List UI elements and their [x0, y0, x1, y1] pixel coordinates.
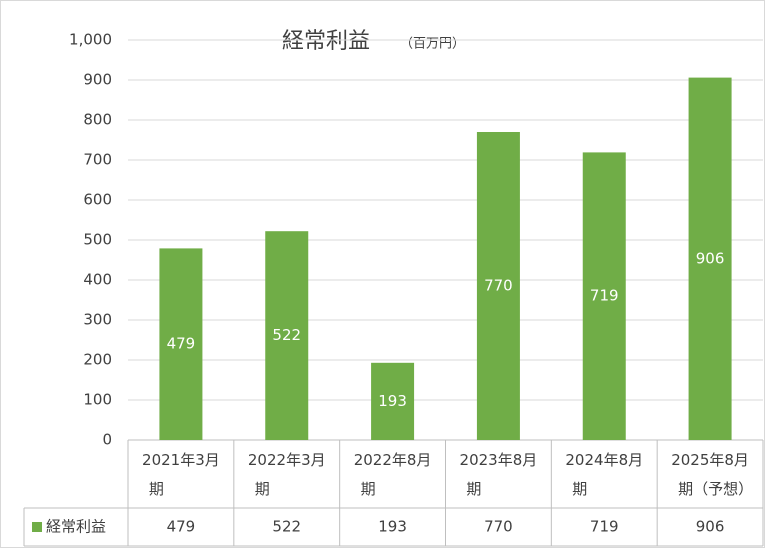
legend-swatch [32, 522, 42, 532]
table-value: 719 [590, 518, 619, 536]
x-tick-label: 2023年8月期 [460, 451, 538, 498]
chart-subtitle: （百万円） [400, 37, 465, 52]
data-label: 906 [696, 249, 725, 267]
x-tick-line: 期 [572, 480, 587, 498]
y-tick-label: 600 [83, 191, 112, 209]
y-tick-label: 300 [83, 311, 112, 329]
x-tick-line: 期 [149, 480, 164, 498]
bar [476, 132, 520, 440]
table-value: 193 [378, 518, 407, 536]
x-tick-label: 2024年8月期 [565, 451, 643, 498]
data-label: 719 [590, 287, 619, 305]
x-tick-line: 2022年3月 [248, 451, 326, 469]
x-tick-line: 期 [361, 480, 376, 498]
bar [688, 77, 732, 440]
y-tick-label: 900 [83, 71, 112, 89]
x-tick-line: 期 [255, 480, 270, 498]
y-tick-label: 200 [83, 351, 112, 369]
x-tick-line: 期 [466, 480, 481, 498]
bar [582, 152, 626, 440]
y-tick-label: 700 [83, 151, 112, 169]
x-tick-label: 2022年3月期 [248, 451, 326, 498]
x-tick-line: 2022年8月 [354, 451, 432, 469]
x-tick-label: 2025年8月期（予想） [671, 451, 753, 498]
y-tick-label: 800 [83, 111, 112, 129]
table-value: 770 [484, 518, 513, 536]
y-tick-label: 500 [83, 231, 112, 249]
y-tick-label: 400 [83, 271, 112, 289]
legend-label: 経常利益 [46, 518, 106, 536]
bar [265, 231, 309, 440]
x-tick-line: 2023年8月 [460, 451, 538, 469]
x-tick-label: 2021年3月期 [142, 451, 220, 498]
data-label: 193 [378, 392, 407, 410]
chart-title: 経常利益 [282, 29, 370, 54]
y-tick-label: 100 [83, 391, 112, 409]
data-label: 479 [167, 335, 196, 353]
y-tick-label: 0 [102, 431, 112, 449]
bar [159, 248, 203, 440]
table-value: 522 [272, 518, 301, 536]
y-tick-label: 1,000 [69, 31, 112, 49]
x-tick-line: 2021年3月 [142, 451, 220, 469]
data-label: 770 [484, 277, 513, 295]
table-value: 906 [696, 518, 725, 536]
x-tick-line: 2025年8月 [671, 451, 749, 469]
x-tick-line: 2024年8月 [565, 451, 643, 469]
data-label: 522 [272, 326, 301, 344]
table-value: 479 [167, 518, 196, 536]
x-tick-label: 2022年8月期 [354, 451, 432, 498]
x-tick-line: 期（予想） [678, 480, 753, 498]
bar [371, 362, 415, 440]
